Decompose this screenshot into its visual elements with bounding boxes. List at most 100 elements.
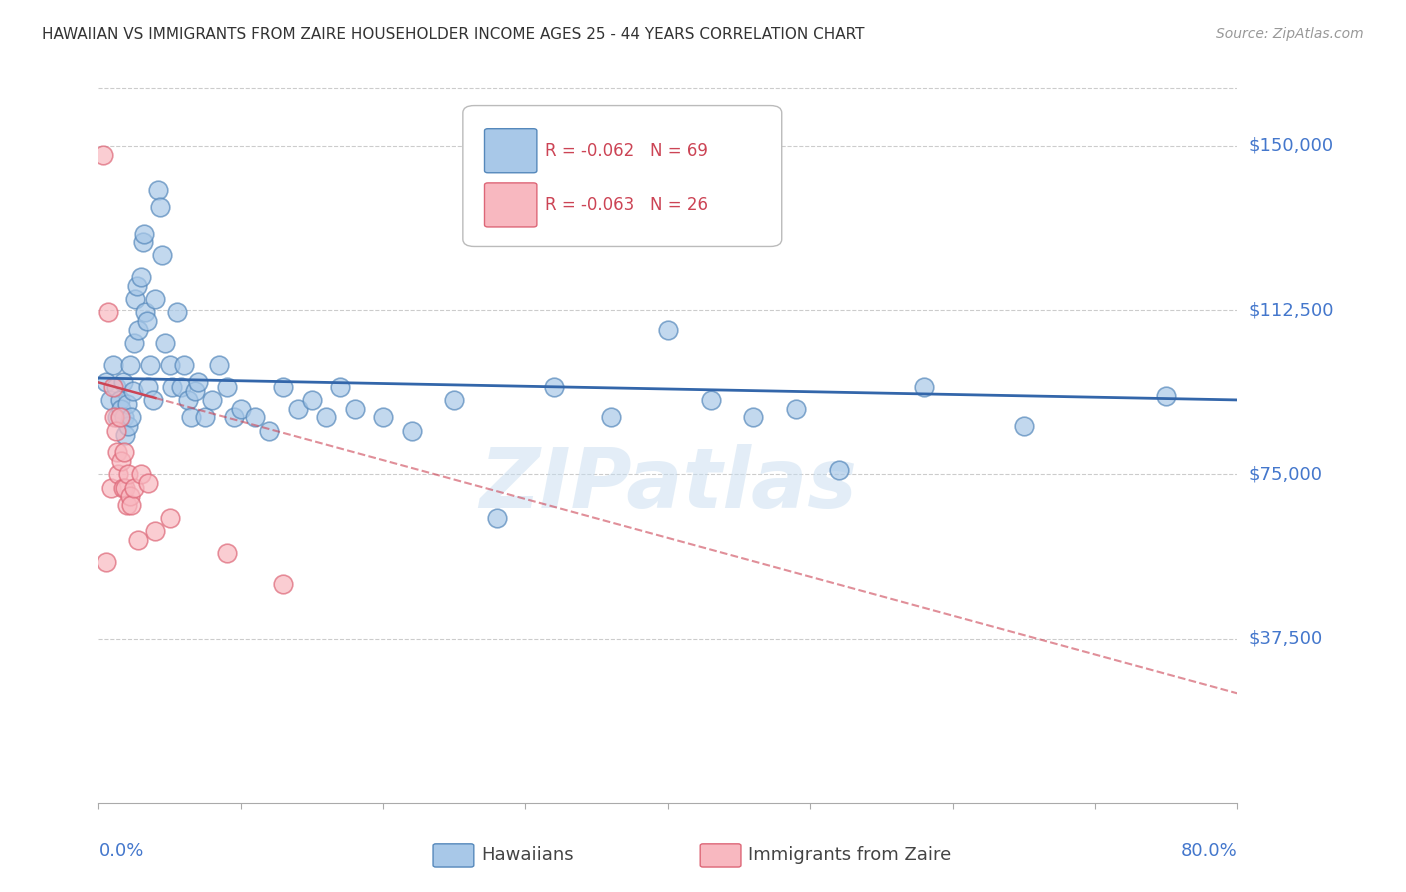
Point	[135, 314, 157, 328]
Point	[177, 392, 200, 407]
Point	[115, 498, 138, 512]
Point	[103, 410, 125, 425]
Point	[173, 358, 195, 372]
FancyBboxPatch shape	[485, 128, 537, 173]
Point	[136, 380, 159, 394]
Text: 80.0%: 80.0%	[1181, 842, 1237, 860]
Point	[94, 555, 117, 569]
Point	[101, 380, 124, 394]
Point	[117, 419, 139, 434]
Text: $150,000: $150,000	[1249, 137, 1333, 155]
Point	[1012, 419, 1035, 434]
Point	[1154, 388, 1177, 402]
Text: 0.0%: 0.0%	[98, 842, 143, 860]
Point	[114, 481, 136, 495]
Text: R = -0.063   N = 26: R = -0.063 N = 26	[546, 196, 707, 214]
Point	[115, 397, 138, 411]
Point	[180, 410, 202, 425]
Point	[699, 392, 721, 407]
Text: R = -0.062   N = 69: R = -0.062 N = 69	[546, 142, 707, 160]
Point	[201, 392, 224, 407]
Point	[104, 380, 127, 394]
Point	[122, 336, 145, 351]
Point	[120, 410, 142, 425]
Point	[131, 235, 153, 250]
Point	[184, 384, 207, 399]
Point	[100, 481, 122, 495]
Point	[105, 410, 128, 425]
Point	[136, 476, 159, 491]
Text: $37,500: $37,500	[1249, 630, 1323, 648]
Point	[138, 358, 160, 372]
Point	[124, 292, 146, 306]
Point	[486, 511, 509, 525]
Text: Hawaiians: Hawaiians	[481, 847, 574, 864]
Point	[111, 481, 134, 495]
Point	[108, 410, 131, 425]
Point	[141, 392, 163, 407]
Point	[243, 410, 266, 425]
Point	[98, 392, 121, 407]
Point	[125, 279, 148, 293]
Point	[101, 358, 124, 372]
Point	[108, 392, 131, 407]
Point	[117, 467, 139, 482]
Point	[132, 227, 155, 241]
Point	[122, 481, 145, 495]
FancyBboxPatch shape	[485, 183, 537, 227]
Point	[145, 524, 167, 539]
Point	[110, 401, 132, 416]
Point	[373, 410, 395, 425]
Point	[657, 323, 679, 337]
Point	[107, 467, 129, 482]
Point	[155, 336, 177, 351]
Point	[145, 292, 167, 306]
Text: $75,000: $75,000	[1249, 466, 1323, 483]
Point	[110, 454, 132, 468]
Point	[162, 380, 184, 394]
Point	[222, 410, 245, 425]
Point	[104, 424, 127, 438]
Point	[112, 410, 135, 425]
Point	[215, 546, 238, 560]
Point	[127, 323, 149, 337]
Point	[105, 445, 128, 459]
Point	[912, 380, 935, 394]
Point	[149, 200, 172, 214]
Point	[94, 376, 117, 390]
Text: HAWAIIAN VS IMMIGRANTS FROM ZAIRE HOUSEHOLDER INCOME AGES 25 - 44 YEARS CORRELAT: HAWAIIAN VS IMMIGRANTS FROM ZAIRE HOUSEH…	[42, 27, 865, 42]
Point	[742, 410, 765, 425]
Point	[828, 463, 851, 477]
Point	[120, 498, 142, 512]
Point	[129, 467, 152, 482]
Point	[543, 380, 565, 394]
FancyBboxPatch shape	[463, 105, 782, 246]
Point	[187, 376, 209, 390]
Point	[273, 380, 295, 394]
Point	[134, 305, 156, 319]
Point	[118, 358, 141, 372]
Point	[229, 401, 252, 416]
Point	[600, 410, 623, 425]
Point	[401, 424, 423, 438]
Point	[159, 358, 181, 372]
Point	[118, 489, 141, 503]
Point	[127, 533, 149, 547]
Text: Immigrants from Zaire: Immigrants from Zaire	[748, 847, 952, 864]
Point	[208, 358, 231, 372]
Point	[91, 147, 114, 161]
Point	[287, 401, 309, 416]
Point	[443, 392, 465, 407]
Point	[301, 392, 323, 407]
Point	[329, 380, 352, 394]
Point	[194, 410, 217, 425]
Point	[112, 445, 135, 459]
Point	[273, 577, 295, 591]
Point	[785, 401, 807, 416]
Point	[114, 428, 136, 442]
Point	[111, 376, 134, 390]
Point	[129, 270, 152, 285]
Point	[170, 380, 193, 394]
Text: ZIPatlas: ZIPatlas	[479, 444, 856, 525]
Point	[121, 384, 143, 399]
